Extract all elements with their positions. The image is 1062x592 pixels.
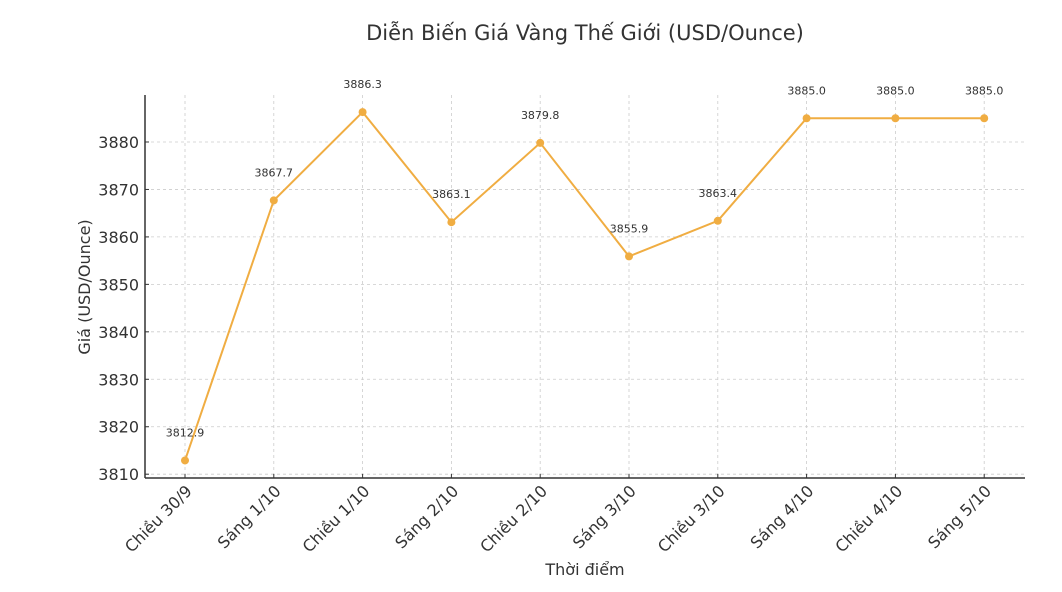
x-tick-label: Chiều 4/10 <box>831 481 906 556</box>
data-label: 3812.9 <box>166 426 205 439</box>
data-point <box>891 114 900 123</box>
y-axis-ticks: 3810 3820 3830 3840 3850 3860 3870 3880 <box>98 133 149 484</box>
data-point <box>536 138 545 147</box>
x-tick-label: Sáng 5/10 <box>924 481 995 552</box>
data-label: 3885.0 <box>787 84 826 97</box>
x-axis-label: Thời điểm <box>544 560 624 579</box>
data-point <box>447 218 456 227</box>
x-tick-label: Chiều 3/10 <box>654 481 729 556</box>
data-point <box>802 114 811 123</box>
data-label: 3885.0 <box>965 84 1004 97</box>
x-tick-label: Chiều 30/9 <box>121 481 196 556</box>
data-point <box>980 114 989 123</box>
data-point <box>625 252 633 261</box>
data-point <box>713 216 722 225</box>
data-label: 3879.8 <box>521 109 560 122</box>
y-tick-label: 3830 <box>98 370 139 389</box>
x-tick-label: Sáng 3/10 <box>569 481 640 552</box>
data-label: 3863.4 <box>699 187 738 200</box>
data-labels: 3812.9 3867.7 3886.3 3863.1 3879.8 3855.9 3863… <box>166 78 1004 439</box>
x-tick-label: Sáng 2/10 <box>391 481 462 552</box>
series-line <box>184 110 985 461</box>
chart-title: Diễn Biến Giá Vàng Thế Giới (USD/Ounce) <box>366 20 804 45</box>
data-point <box>181 456 189 465</box>
x-axis-ticks: Chiều 30/9 Sáng 1/10 Chiều 1/10 Sáng 2/10 Ch… <box>121 474 995 556</box>
y-tick-label: 3810 <box>98 465 139 484</box>
x-tick-label: Sáng 1/10 <box>214 481 285 552</box>
grid <box>145 95 1025 478</box>
y-tick-label: 3880 <box>98 133 139 152</box>
y-axis-label: Giá (USD/Ounce) <box>75 219 94 354</box>
y-tick-label: 3860 <box>98 228 139 247</box>
x-tick-label: Chiều 1/10 <box>299 481 374 556</box>
data-points <box>181 108 989 465</box>
data-label: 3863.1 <box>432 188 471 201</box>
data-label: 3855.9 <box>610 222 649 235</box>
y-tick-label: 3820 <box>98 418 139 437</box>
data-label: 3886.3 <box>343 78 382 91</box>
y-tick-label: 3840 <box>98 323 139 342</box>
data-point <box>358 108 367 117</box>
y-tick-label: 3870 <box>98 180 139 199</box>
x-tick-label: Sáng 4/10 <box>747 481 818 552</box>
y-tick-label: 3850 <box>98 275 139 294</box>
data-label: 3867.7 <box>255 166 294 179</box>
x-tick-label: Chiều 2/10 <box>476 481 551 556</box>
data-label: 3885.0 <box>876 84 915 97</box>
data-point <box>269 196 278 205</box>
